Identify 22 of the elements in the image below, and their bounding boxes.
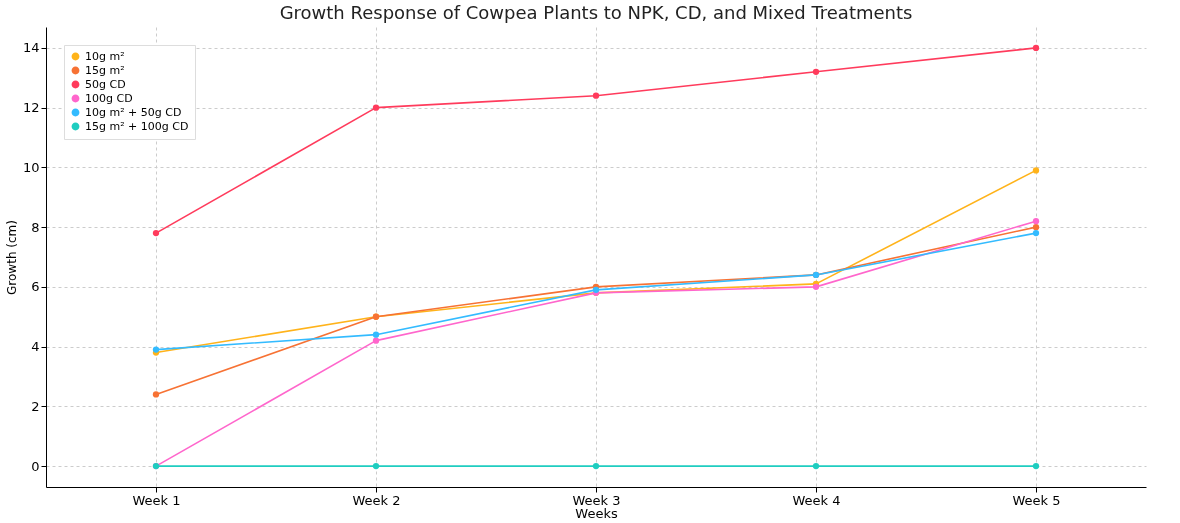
y-tick-label: 14 [22,40,40,56]
x-tick-label: Week 2 [352,492,401,508]
legend-label: 10g m² + 50g CD [85,105,182,119]
y-tick-label: 4 [31,339,40,355]
legend-label: 15g m² + 100g CD [85,119,189,133]
x-tick-label: Week 3 [572,492,621,508]
legend-label: 100g CD [85,91,133,105]
legend-label: 15g m² [85,63,125,77]
x-tick-label: Week 5 [1012,492,1061,508]
x-tick-label: Week 4 [792,492,841,508]
y-tick-label: 10 [22,159,40,175]
legend-label: 50g CD [85,77,126,91]
y-axis-title: Growth (cm) [4,220,19,295]
legend-label: 10g m² [85,49,125,63]
y-tick-label: 0 [31,458,40,474]
y-tick-label: 12 [22,100,40,116]
x-tick-label: Week 1 [132,492,181,508]
y-tick-label: 8 [31,219,40,235]
chart-title: Growth Response of Cowpea Plants to NPK, CD, and Mixed Treatments [279,2,913,23]
x-axis-title: Weeks [575,505,618,521]
y-tick-label: 2 [31,398,40,414]
y-tick-label: 6 [31,279,40,295]
